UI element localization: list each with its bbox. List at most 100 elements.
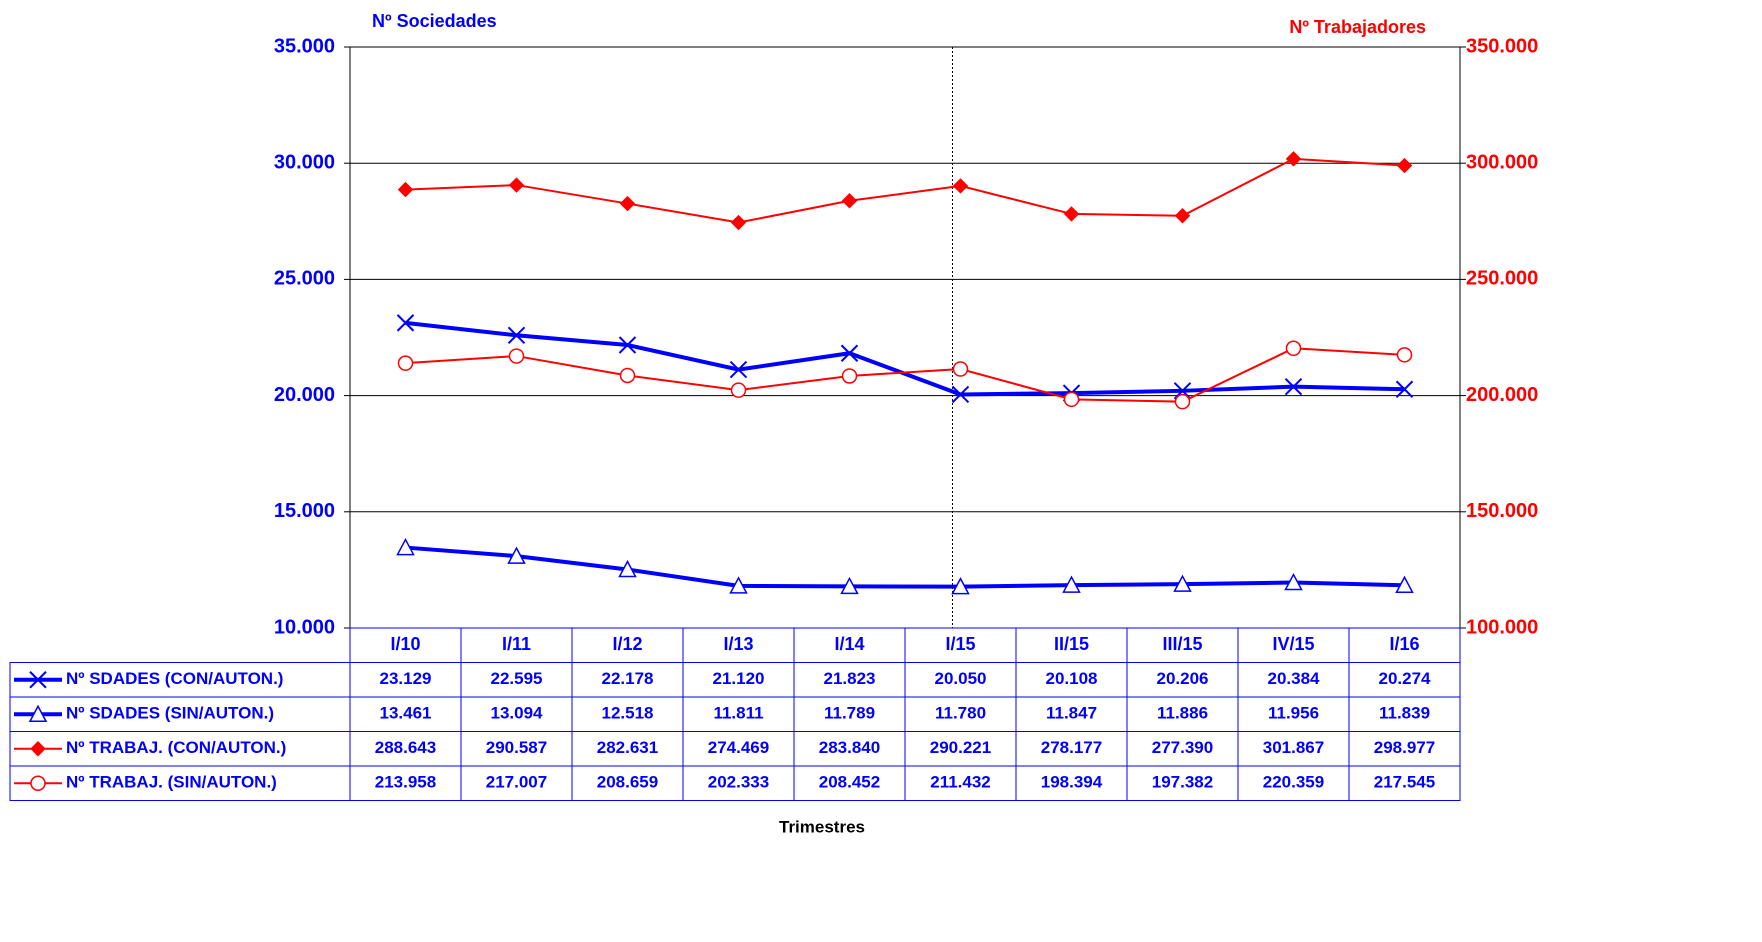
table-value: 277.390 — [1152, 738, 1213, 757]
series-marker — [729, 576, 748, 594]
legend-marker — [28, 704, 48, 722]
legend-marker — [29, 671, 47, 689]
series-marker — [952, 361, 969, 377]
table-value: 198.394 — [1041, 773, 1103, 792]
y-tick-label: 20.000 — [274, 384, 335, 406]
series-marker — [1063, 391, 1080, 408]
x-tick-label: IV/15 — [1272, 634, 1314, 654]
y2-tick-label: 300.000 — [1466, 151, 1538, 173]
table-value: 278.177 — [1041, 738, 1102, 757]
table-value: 11.886 — [1157, 704, 1208, 723]
table-value: 20.108 — [1046, 669, 1098, 688]
series-marker — [1174, 393, 1191, 410]
series-marker — [619, 195, 636, 212]
x-tick-label: I/11 — [502, 634, 531, 654]
series-marker — [1284, 572, 1303, 591]
series-marker — [840, 576, 859, 595]
table-value: 11.839 — [1379, 704, 1430, 723]
series-marker — [951, 385, 970, 404]
table-value: 298.977 — [1374, 738, 1435, 757]
table-value: 11.789 — [824, 704, 875, 723]
series-marker — [1062, 575, 1081, 593]
table-value: 12.518 — [602, 704, 654, 723]
series-line — [405, 157, 1405, 224]
y2-tick-label: 350.000 — [1466, 35, 1538, 57]
table-value: 20.050 — [935, 669, 987, 688]
table-value: 208.659 — [597, 773, 658, 792]
table-value: 11.956 — [1268, 704, 1319, 723]
series-marker — [618, 559, 637, 578]
legend-label: Nº TRABAJ. (SIN/AUTON.) — [66, 773, 277, 792]
table-value: 290.587 — [486, 738, 547, 757]
series-marker — [729, 360, 748, 379]
table-value: 283.840 — [819, 738, 880, 757]
series-marker — [1396, 347, 1413, 363]
table-value: 11.847 — [1046, 704, 1097, 723]
series-marker — [1395, 380, 1414, 398]
table-value: 282.631 — [597, 738, 658, 757]
table-value: 197.382 — [1152, 773, 1213, 792]
series-marker — [1285, 340, 1302, 357]
series-marker — [619, 367, 636, 384]
series-marker — [841, 193, 858, 209]
legend-marker — [30, 775, 46, 791]
series-marker — [397, 181, 414, 198]
table-value: 208.452 — [819, 773, 880, 792]
series-marker — [841, 368, 858, 384]
legend-marker — [30, 741, 46, 757]
series-marker — [618, 336, 637, 354]
y2-tick-label: 150.000 — [1466, 500, 1538, 522]
plot-frame — [349, 46, 1461, 629]
series-line — [405, 347, 1405, 403]
series-line — [405, 320, 1405, 397]
table-value: 20.274 — [1379, 669, 1432, 688]
table-value: 22.178 — [602, 669, 654, 688]
x-tick-label: III/15 — [1162, 634, 1202, 654]
table-value: 21.120 — [713, 669, 765, 688]
series-marker — [1284, 377, 1303, 396]
series-marker — [396, 314, 415, 332]
y-tick-label: 25.000 — [274, 268, 335, 290]
series-marker — [952, 178, 969, 194]
y2-axis-title: Nº Trabajadores — [1289, 17, 1426, 37]
series-marker — [396, 537, 415, 556]
series-line — [405, 545, 1405, 589]
y2-tick-label: 200.000 — [1466, 384, 1538, 406]
x-tick-label: I/12 — [612, 634, 642, 654]
series-marker — [507, 546, 526, 564]
series-marker — [840, 344, 859, 362]
table-value: 21.823 — [824, 669, 876, 688]
table-value: 288.643 — [375, 738, 436, 757]
series-marker — [507, 326, 526, 344]
table-value: 217.545 — [1374, 773, 1435, 792]
y-tick-label: 10.000 — [274, 616, 335, 638]
table-cell — [1348, 765, 1461, 801]
series-marker — [1396, 157, 1413, 174]
table-value: 213.958 — [375, 773, 436, 792]
x-tick-label: I/13 — [723, 634, 753, 654]
x-tick-label: II/15 — [1054, 634, 1089, 654]
y-tick-label: 15.000 — [274, 500, 335, 522]
series-marker — [508, 348, 525, 364]
table-value: 11.780 — [935, 704, 986, 723]
series-marker — [508, 177, 525, 193]
table-value: 23.129 — [380, 669, 432, 688]
y2-tick-label: 250.000 — [1466, 268, 1538, 290]
series-marker — [951, 577, 970, 595]
series-marker — [730, 382, 747, 398]
series-marker — [1063, 206, 1080, 222]
table-value: 13.094 — [491, 704, 544, 723]
table-value: 211.432 — [930, 773, 991, 792]
table-value: 220.359 — [1263, 773, 1324, 792]
y-tick-label: 30.000 — [274, 151, 335, 173]
x-axis-title: Trimestres — [779, 817, 865, 836]
table-value: 301.867 — [1263, 738, 1324, 757]
series-marker — [730, 214, 747, 231]
x-tick-label: I/10 — [390, 634, 420, 654]
series-marker — [1174, 208, 1191, 224]
table-value: 274.469 — [708, 738, 769, 757]
table-value: 202.333 — [708, 773, 769, 792]
x-tick-label: I/16 — [1389, 634, 1419, 654]
y-tick-label: 35.000 — [274, 35, 335, 57]
